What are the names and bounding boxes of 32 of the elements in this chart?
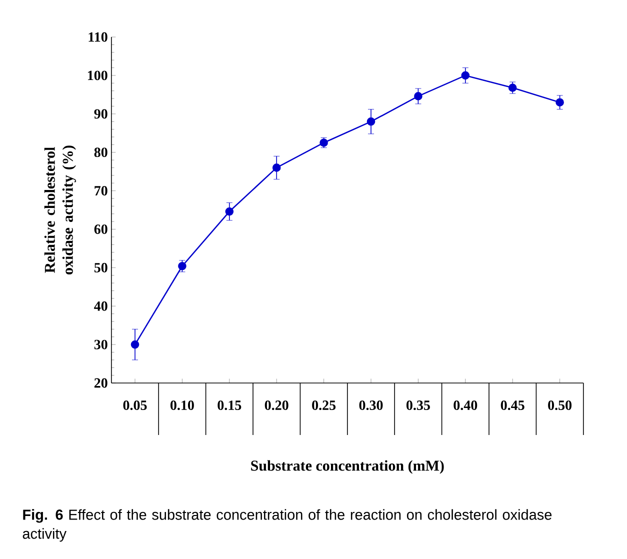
- x-tick-label: 0.30: [359, 400, 383, 410]
- point: [225, 207, 234, 216]
- point: [366, 117, 376, 126]
- point: [130, 340, 140, 349]
- x-tick-label: 0.05: [123, 400, 147, 410]
- x-tick-label: 0.10: [170, 400, 194, 410]
- x-tick-label: 0.50: [548, 400, 572, 410]
- text: Fig. 6 Effect of the substrate concentration of the reaction on cholesterol oxidase activity: [22, 509, 552, 542]
- y-tick-label: 90: [94, 109, 108, 119]
- y-tick-label: 110: [88, 32, 108, 42]
- point: [508, 84, 517, 92]
- y-axis-title: Relative cholesterol oxidase activity (%): [44, 146, 76, 274]
- y-tick-label: 40: [94, 301, 108, 311]
- x-tick-label: 0.20: [264, 400, 288, 410]
- y-tick-label: 100: [88, 70, 108, 80]
- x-tick-label: 0.35: [406, 400, 430, 410]
- point: [178, 262, 186, 270]
- y-tick-label: 80: [94, 148, 108, 158]
- x-tick-label: 0.45: [500, 400, 524, 410]
- point: [414, 92, 422, 100]
- x-axis-title: Substrate concentration (mM): [251, 460, 444, 474]
- point: [461, 71, 470, 80]
- y-tick-label: 70: [94, 186, 108, 196]
- x-tick-label: 0.25: [312, 400, 336, 410]
- x-tick-label: 0.15: [218, 400, 242, 410]
- point: [556, 98, 564, 107]
- y-tick-label: 20: [94, 378, 108, 388]
- y-tick-label: 60: [94, 224, 108, 234]
- x-tick-label: 0.40: [454, 400, 478, 410]
- point: [272, 164, 281, 172]
- y-tick-label: 30: [94, 340, 108, 350]
- y-tick-label: 50: [94, 262, 108, 272]
